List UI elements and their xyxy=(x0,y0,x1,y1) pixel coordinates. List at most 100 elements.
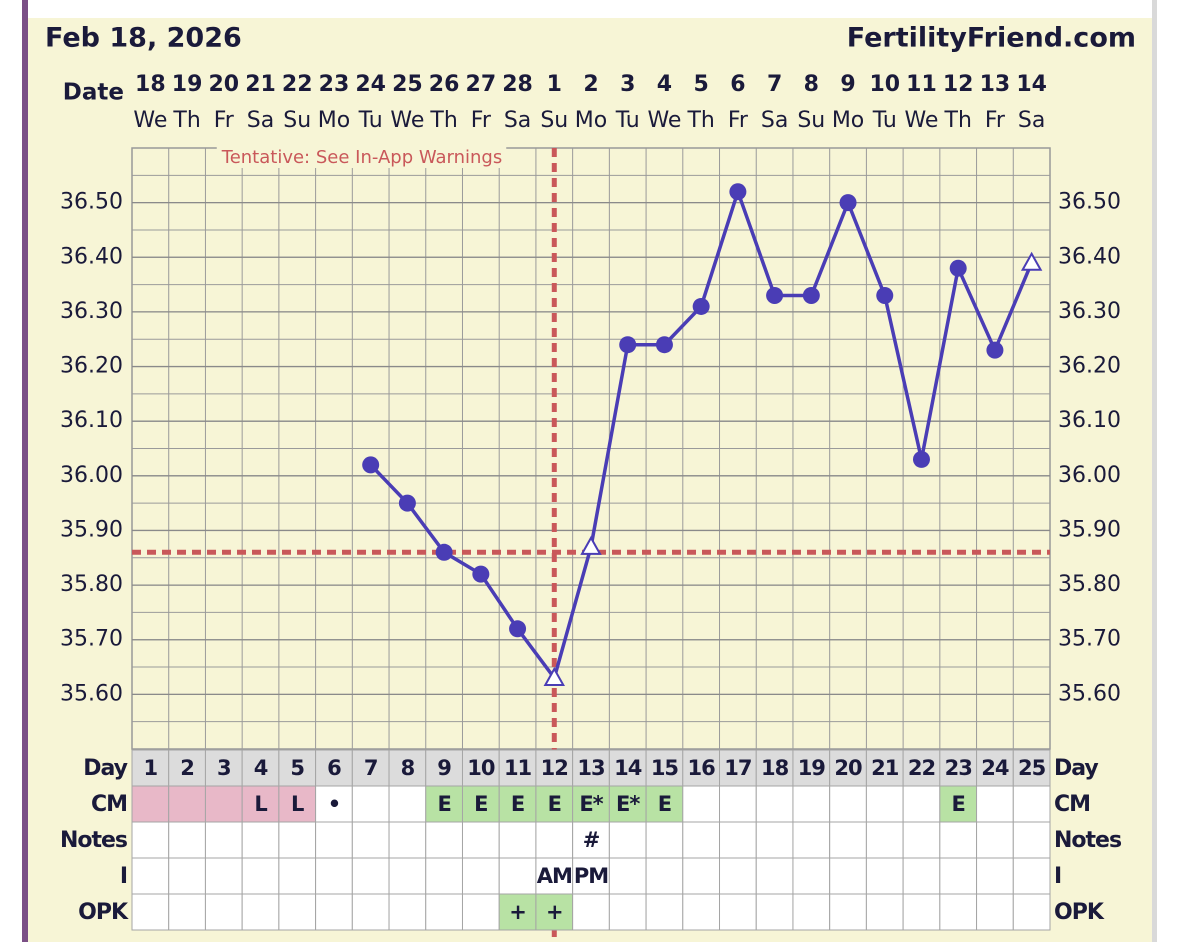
row-label: Day xyxy=(83,756,127,781)
cell-text: E xyxy=(511,792,524,816)
y2-tick-label: 36.10 xyxy=(1058,408,1121,433)
table-cell xyxy=(351,749,390,787)
table-cell xyxy=(498,857,537,895)
cell-text: + xyxy=(546,900,563,924)
table-cell xyxy=(204,749,243,787)
table-cell xyxy=(682,857,721,895)
table-cell xyxy=(241,749,280,787)
table-cell xyxy=(755,893,794,931)
row-label-right: Day xyxy=(1054,756,1098,781)
table-cell xyxy=(939,749,978,787)
weekday: Th xyxy=(172,108,200,133)
weekday: Fr xyxy=(728,108,749,133)
table-cell xyxy=(461,749,500,787)
y2-tick-label: 36.40 xyxy=(1058,244,1121,269)
cell-text: 24 xyxy=(981,756,1009,780)
cell-text: L xyxy=(291,792,304,816)
annotation-background xyxy=(216,147,507,168)
table-cell xyxy=(902,893,941,931)
cell-text: # xyxy=(583,828,600,852)
weekday: Th xyxy=(944,108,972,133)
date-number: 10 xyxy=(869,72,900,97)
weekday: Sa xyxy=(1018,108,1045,133)
table-cell xyxy=(315,821,353,859)
table-cell xyxy=(498,785,537,823)
left-border xyxy=(22,0,28,942)
table-cell xyxy=(168,893,206,931)
date-number: 6 xyxy=(730,72,745,97)
temperature-point xyxy=(435,543,453,561)
date-number: 11 xyxy=(906,72,937,97)
date-number: 5 xyxy=(694,72,709,97)
row-label: CM xyxy=(91,792,127,817)
table-cell xyxy=(461,821,500,859)
table-cell xyxy=(682,785,721,823)
table-cell xyxy=(755,785,794,823)
y2-tick-label: 36.50 xyxy=(1058,190,1121,215)
table-cell xyxy=(425,821,463,859)
table-cell xyxy=(241,821,280,859)
table-cell xyxy=(719,821,757,859)
date-number: 22 xyxy=(282,72,313,97)
temperature-point xyxy=(655,336,673,354)
cell-text: 18 xyxy=(761,756,789,780)
table-cell xyxy=(902,857,941,895)
cell-text: 9 xyxy=(437,756,451,780)
temperature-point xyxy=(362,456,380,474)
cell-text: 11 xyxy=(504,756,532,780)
weekday: Fr xyxy=(471,108,492,133)
temperature-point xyxy=(986,341,1004,359)
temperature-point xyxy=(398,494,416,512)
table-cell xyxy=(535,857,574,895)
weekday: Th xyxy=(429,108,457,133)
weekday: Su xyxy=(540,108,568,133)
weekday: We xyxy=(904,108,938,133)
cell-text: 19 xyxy=(798,756,826,780)
cell-text: 21 xyxy=(871,756,899,780)
weekday: We xyxy=(390,108,424,133)
table-cell xyxy=(608,749,647,787)
table-cell xyxy=(792,857,831,895)
cell-text: E* xyxy=(579,792,603,816)
cell-text: 10 xyxy=(467,756,495,780)
y-tick-label: 35.60 xyxy=(60,681,123,706)
open-triangle-marker xyxy=(1020,251,1043,271)
y2-tick-label: 36.00 xyxy=(1058,463,1121,488)
table-cell xyxy=(608,821,647,859)
cell-text: 20 xyxy=(834,756,862,780)
table-cell xyxy=(1012,785,1051,823)
date-number: 13 xyxy=(980,72,1011,97)
table-cell xyxy=(976,893,1014,931)
table-cell xyxy=(976,857,1014,895)
table-cell xyxy=(865,749,904,787)
table-cell xyxy=(572,893,610,931)
temperature-point xyxy=(839,194,857,212)
table-cell xyxy=(939,821,978,859)
table-cell xyxy=(719,857,757,895)
table-cell xyxy=(425,893,463,931)
table-cell xyxy=(902,785,941,823)
table-cell xyxy=(792,893,831,931)
table-cell xyxy=(608,857,647,895)
table-cell xyxy=(168,821,206,859)
table-cell xyxy=(976,749,1014,787)
table-cell xyxy=(829,857,867,895)
row-label: OPK xyxy=(78,900,129,925)
weekday: Th xyxy=(686,108,714,133)
table-cell xyxy=(278,821,317,859)
table-cell xyxy=(572,857,610,895)
y-tick-label: 35.80 xyxy=(60,572,123,597)
date-label: Date xyxy=(63,80,124,106)
table-cell xyxy=(388,893,427,931)
table-cell xyxy=(645,893,684,931)
table-cell xyxy=(168,857,206,895)
table-cell xyxy=(131,857,170,895)
table-cell xyxy=(278,857,317,895)
table-cell xyxy=(829,893,867,931)
date-number: 14 xyxy=(1016,72,1047,97)
table-cell xyxy=(645,857,684,895)
table-cell xyxy=(278,893,317,931)
date-number: 9 xyxy=(840,72,855,97)
